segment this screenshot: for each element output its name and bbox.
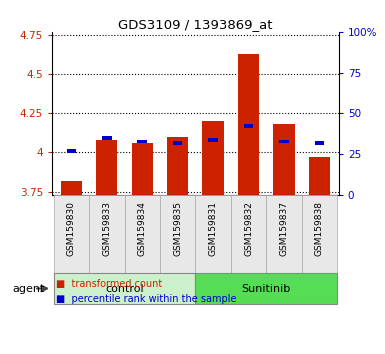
FancyBboxPatch shape <box>89 195 125 273</box>
Text: GSM159837: GSM159837 <box>280 201 288 256</box>
Bar <box>238 54 259 195</box>
Bar <box>102 136 112 140</box>
Bar <box>315 141 324 145</box>
Bar <box>61 181 82 195</box>
Text: GSM159830: GSM159830 <box>67 201 76 256</box>
Text: agent: agent <box>12 284 44 293</box>
Bar <box>244 124 253 128</box>
FancyBboxPatch shape <box>54 195 89 273</box>
Bar <box>309 157 330 195</box>
Bar <box>96 140 117 195</box>
Bar <box>279 139 289 143</box>
Bar <box>167 137 188 195</box>
FancyBboxPatch shape <box>195 195 231 273</box>
Text: GSM159835: GSM159835 <box>173 201 182 256</box>
FancyBboxPatch shape <box>231 195 266 273</box>
Bar <box>173 141 182 145</box>
Text: GSM159832: GSM159832 <box>244 201 253 256</box>
Text: GSM159831: GSM159831 <box>209 201 218 256</box>
Text: control: control <box>105 284 144 293</box>
FancyBboxPatch shape <box>54 273 195 304</box>
FancyBboxPatch shape <box>266 195 301 273</box>
Bar <box>208 138 218 142</box>
Text: ■  transformed count: ■ transformed count <box>56 279 162 289</box>
Bar <box>67 149 76 153</box>
Bar <box>273 124 295 195</box>
Bar <box>132 143 153 195</box>
FancyBboxPatch shape <box>125 195 160 273</box>
FancyBboxPatch shape <box>301 195 337 273</box>
Text: GSM159838: GSM159838 <box>315 201 324 256</box>
Bar <box>137 139 147 143</box>
Title: GDS3109 / 1393869_at: GDS3109 / 1393869_at <box>118 18 273 31</box>
Text: Sunitinib: Sunitinib <box>241 284 291 293</box>
Text: GSM159833: GSM159833 <box>102 201 111 256</box>
FancyBboxPatch shape <box>160 195 195 273</box>
Text: GSM159834: GSM159834 <box>138 201 147 256</box>
FancyBboxPatch shape <box>195 273 337 304</box>
Bar <box>203 121 224 195</box>
Text: ■  percentile rank within the sample: ■ percentile rank within the sample <box>56 295 236 304</box>
